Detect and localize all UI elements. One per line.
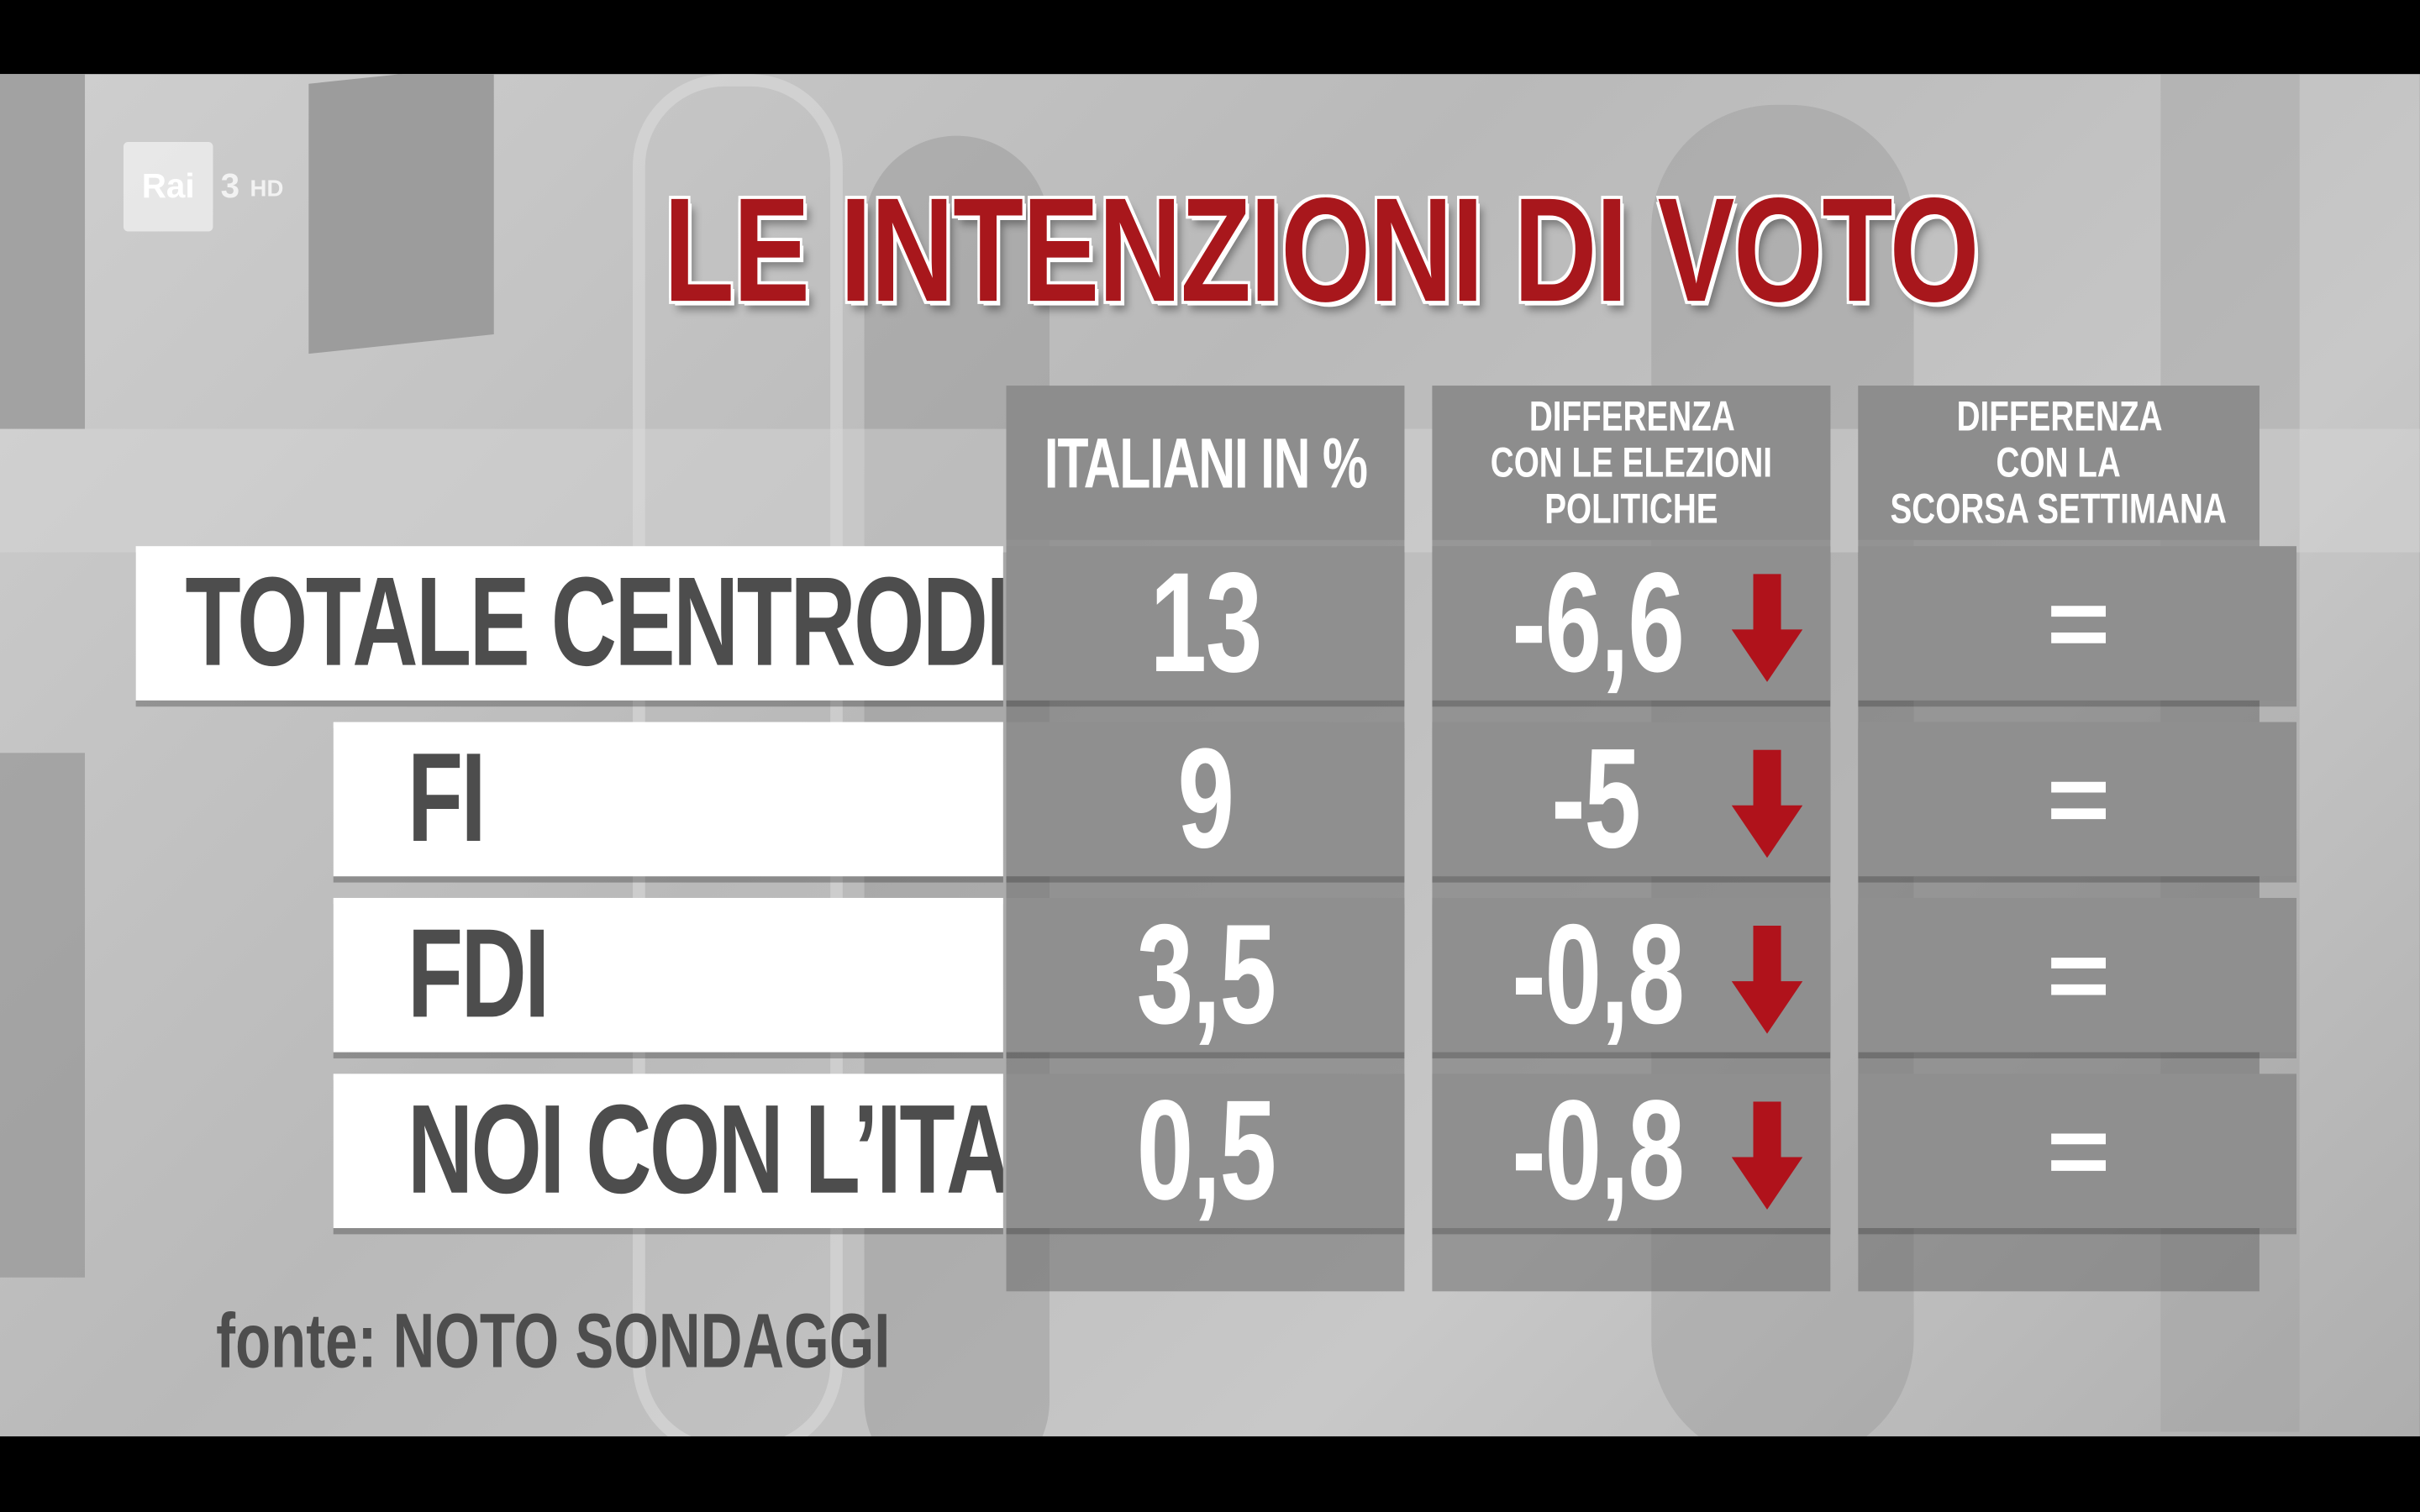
cell-value: 9 — [1177, 719, 1234, 878]
down-arrow-icon — [1731, 749, 1803, 858]
row-label-noi-con-litalia: NOI CON L’ITALIA — [333, 1074, 1003, 1229]
down-arrow-icon — [1731, 574, 1803, 682]
column-header-line: POLITICHE — [1544, 486, 1718, 533]
cell-diff-settimana: = — [1858, 722, 2297, 877]
channel-logo: Rai — [123, 141, 213, 232]
row-label-fdi: FDI — [333, 897, 1003, 1053]
row-label-totale-centrodestra: TOTALE CENTRODESTRA — [135, 546, 1003, 701]
column-header-line: ITALIANI IN % — [1044, 423, 1368, 503]
channel-hd-badge: HD — [250, 176, 284, 202]
cell-value: -0,8 — [1512, 895, 1685, 1053]
column-header-line: CON LA — [1996, 439, 2122, 486]
cell-value: -5 — [1551, 719, 1641, 878]
cell-value: = — [2046, 743, 2110, 855]
cell-value: -0,8 — [1512, 1071, 1685, 1229]
row-label-text: FI — [407, 727, 487, 869]
column-header-diff-settimana: DIFFERENZA CON LA SCORSA SETTIMANA — [1858, 386, 2260, 540]
row-label-text: FDI — [407, 904, 550, 1045]
chart-title: LE INTENZIONI DI VOTO — [663, 168, 1980, 333]
source-caption: fonte: NOTO SONDAGGI — [216, 1297, 891, 1384]
row-label-fi: FI — [333, 722, 1003, 877]
cell-value: = — [2046, 567, 2110, 680]
background-shape — [0, 74, 86, 429]
cell-diff-settimana: = — [1858, 1074, 2297, 1229]
cell-italiani: 0,5 — [1006, 1072, 1405, 1229]
down-arrow-icon — [1731, 926, 1803, 1034]
cell-italiani: 3,5 — [1006, 895, 1405, 1053]
row-label-text: TOTALE CENTRODESTRA — [185, 552, 1002, 693]
background-shape — [0, 753, 86, 1278]
cell-diff-settimana: = — [1858, 546, 2297, 701]
cell-value: = — [2046, 919, 2110, 1031]
column-header-line: SCORSA SETTIMANA — [1890, 486, 2228, 533]
cell-value: 13 — [1150, 543, 1262, 701]
channel-logo-text: Rai — [141, 166, 195, 206]
cell-diff-settimana: = — [1858, 897, 2297, 1053]
channel-number: 3 — [220, 166, 240, 206]
row-label-text: NOI CON L’ITALIA — [407, 1079, 1003, 1221]
cell-italiani: 13 — [1006, 543, 1405, 701]
column-header-line: DIFFERENZA — [1528, 393, 1734, 440]
column-header-line: DIFFERENZA — [1955, 393, 2162, 440]
cell-value: -6,6 — [1512, 543, 1685, 701]
cell-italiani: 9 — [1006, 720, 1405, 877]
column-header-line: CON LE ELEZIONI — [1490, 439, 1773, 486]
column-header-diff-elezioni: DIFFERENZA CON LE ELEZIONI POLITICHE — [1432, 386, 1831, 540]
down-arrow-icon — [1731, 1101, 1803, 1210]
column-header-italiani: ITALIANI IN % — [1006, 386, 1405, 540]
cell-value: = — [2046, 1095, 2110, 1207]
cell-value: 3,5 — [1135, 895, 1276, 1053]
background-shape — [308, 74, 494, 354]
cell-value: 0,5 — [1135, 1071, 1276, 1229]
